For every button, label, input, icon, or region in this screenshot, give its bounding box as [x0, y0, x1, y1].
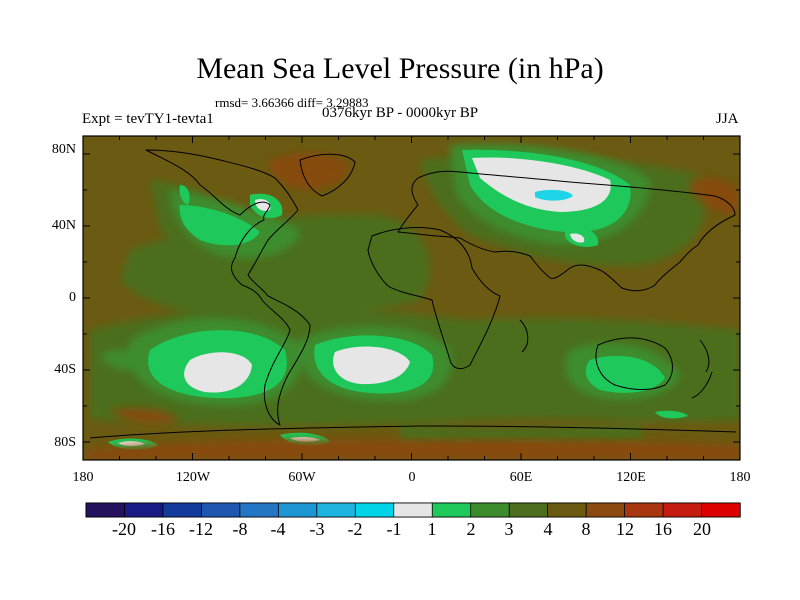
colorbar-swatch [393, 502, 433, 518]
lon-tick-label: 120W [176, 470, 211, 485]
colorbar-label: -4 [271, 519, 286, 539]
colorbar-label: -2 [348, 519, 363, 539]
field-8-12 [269, 153, 350, 190]
colorbar-swatch [470, 502, 510, 518]
colorbar-label: 4 [544, 519, 553, 539]
field-near-zero [332, 346, 410, 385]
colorbar-swatch [508, 502, 549, 518]
colorbar-label: -1 [387, 519, 402, 539]
field-1-2 [179, 205, 260, 246]
colorbar-swatch [239, 502, 280, 518]
colorbar-label: -3 [310, 519, 325, 539]
lat-tick-label: 40N [52, 218, 76, 233]
colorbar-swatch [85, 502, 126, 518]
lat-tick-label: 80S [54, 435, 76, 450]
colorbar-swatch [701, 502, 741, 518]
map-area [83, 136, 740, 460]
field-near-zero [255, 199, 271, 211]
season-label: JJA [716, 111, 739, 127]
colorbar-swatch [162, 502, 203, 518]
chart-title: Mean Sea Level Pressure (in hPa) [196, 52, 604, 85]
colorbar-swatch [585, 502, 626, 518]
field-8-12 [86, 439, 740, 460]
greenland-coast [299, 153, 356, 197]
period-label: 0376kyr BP - 0000kyr BP [322, 105, 479, 121]
madagascar-coast [519, 319, 529, 353]
colorbar-label: 16 [654, 519, 672, 539]
colorbar-label: -12 [189, 519, 213, 539]
colorbar-labels: -20 -16 -12 -8 -4 -3 -2 -1 1 2 3 4 8 12 … [112, 519, 711, 539]
coastlines [89, 149, 737, 439]
field-2-3 [100, 349, 145, 371]
lat-tick-label: 80N [52, 142, 76, 157]
colorbar-swatch [316, 502, 356, 518]
colorbar-label: 12 [616, 519, 634, 539]
colorbar-swatch [624, 502, 664, 518]
antarctica-coast [89, 425, 737, 439]
colorbar-swatch [201, 502, 241, 518]
field-near-zero [184, 352, 252, 393]
colorbar-label: 3 [505, 519, 514, 539]
colorbar-label: 8 [582, 519, 591, 539]
colorbar-swatch [662, 502, 703, 518]
americas-coast [145, 149, 311, 426]
field-1-2 [179, 185, 190, 205]
colorbar-swatch [124, 502, 164, 518]
australia-coast [595, 337, 673, 390]
colorbar-swatch [277, 502, 318, 518]
lon-tick-label: 180 [73, 470, 94, 485]
colorbar-label: -16 [151, 519, 175, 539]
colorbar-label: -8 [233, 519, 248, 539]
field-1-2 [655, 410, 688, 419]
field-near-zero [118, 441, 145, 447]
lat-tick-label: 0 [69, 290, 76, 305]
stats-label: rmsd= 3.66366 diff= 3.29883 [215, 95, 369, 110]
field-near-zero [570, 233, 585, 243]
experiment-label: Expt = tevTY1-tevta1 [82, 111, 214, 127]
colorbar-swatches [85, 502, 741, 518]
lon-tick-label: 180 [730, 470, 751, 485]
colorbar-label: 20 [693, 519, 711, 539]
lon-tick-label: 0 [409, 470, 416, 485]
colorbar-label: -20 [112, 519, 136, 539]
colorbar-swatch [431, 502, 472, 518]
colorbar-label: 1 [428, 519, 437, 539]
field-8-12 [690, 178, 738, 215]
eurasia-coast [397, 170, 736, 292]
field-neg-2-1 [535, 189, 573, 201]
lon-tick-label: 120E [616, 470, 646, 485]
colorbar-swatch [354, 502, 395, 518]
field-1-2 [585, 355, 665, 393]
new-zealand-coast [691, 339, 713, 399]
lon-tick-label: 60W [288, 470, 316, 485]
field-near-zero [472, 157, 611, 212]
colorbar-swatch [547, 502, 587, 518]
field-8-12 [110, 408, 180, 425]
lat-tick-label: 40S [54, 362, 76, 377]
lon-tick-label: 60E [510, 470, 533, 485]
tick-marks [82, 136, 741, 460]
africa-coast [367, 227, 501, 370]
colorbar-label: 2 [467, 519, 476, 539]
